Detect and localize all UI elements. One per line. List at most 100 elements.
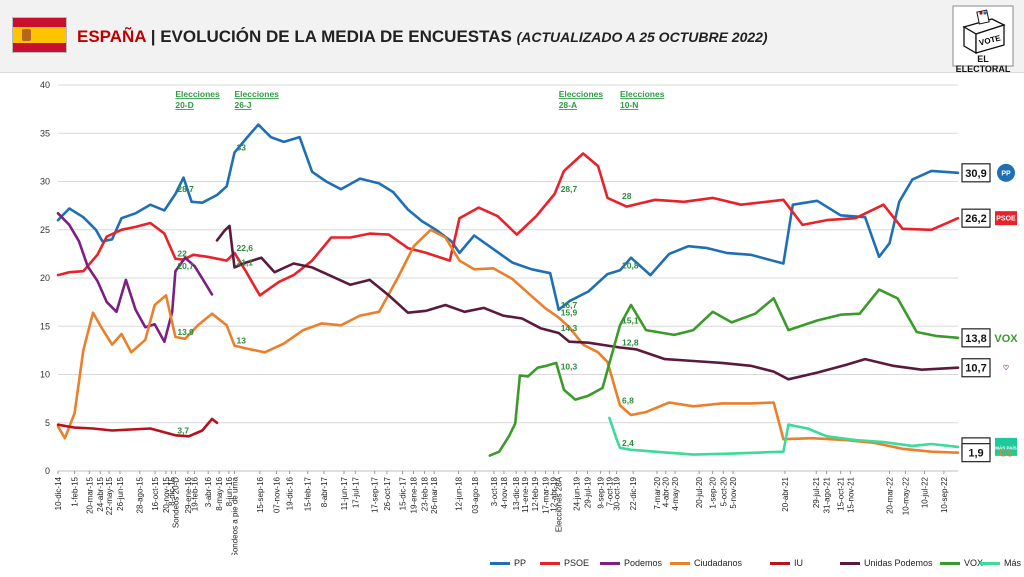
x-tick-label: 17-sep-17	[371, 476, 380, 513]
x-tick-label: 8-may-16	[215, 476, 224, 510]
x-tick-label: 20-abr-21	[781, 476, 790, 511]
spain-flag-icon	[12, 17, 67, 53]
x-tick-label: 12-abr-19	[550, 476, 559, 511]
data-label: 3,7	[177, 425, 189, 435]
header: ESPAÑA | EVOLUCIÓN DE LA MEDIA DE ENCUES…	[0, 0, 1024, 74]
x-tick-label: 9-sep-19	[597, 476, 606, 508]
x-tick-label: 10-dic-14	[54, 476, 63, 510]
data-label: 13	[236, 336, 246, 346]
legend-item: Podemos	[600, 558, 662, 568]
legend-label: VOX	[964, 558, 984, 568]
x-tick-label: 29-ene-16	[184, 476, 193, 513]
x-tick-label: 8-abr-17	[320, 476, 329, 507]
legend-item: Unidas Podemos	[840, 558, 933, 568]
data-label: 6,8	[622, 395, 634, 405]
x-tick-label: 19-feb-16	[190, 476, 199, 511]
data-label: 2,4	[622, 438, 634, 448]
election-date: 10-N	[620, 100, 638, 110]
election-title: Elecciones	[234, 89, 279, 99]
end-badge-box	[961, 328, 991, 348]
series-line-unidas-podemos	[215, 224, 960, 381]
legend-swatch	[840, 562, 860, 566]
x-tick-label: 7-oct-19	[605, 476, 614, 506]
title-separator: |	[150, 27, 156, 46]
y-tick-label: 40	[40, 80, 50, 90]
x-tick-label: 24-abr-15	[96, 476, 105, 511]
x-tick-label: 22-may-15	[105, 476, 114, 515]
election-date: 28-A	[559, 100, 577, 110]
legend-swatch	[600, 562, 620, 566]
x-tick-label: 10-may-22	[901, 476, 910, 515]
end-badge-box	[961, 358, 991, 378]
x-tick-label: Sondeos a pie de urna	[230, 476, 239, 555]
x-tick-label: 13-dic-18	[512, 476, 521, 510]
end-badge-box	[961, 208, 991, 228]
chart-subtitle: (ACTUALIZADO A 25 OCTUBRE 2022)	[516, 29, 768, 45]
x-tick-label: 07-nov-16	[272, 476, 281, 513]
party-logo-icon: VOX	[994, 333, 1018, 345]
x-tick-label: 19-dic-16	[286, 476, 295, 510]
x-tick-label: 23-feb-18	[420, 476, 429, 511]
end-badge: 30,9 PP	[961, 163, 1015, 183]
party-logo-icon: MÁS PAÍS	[995, 437, 1017, 456]
chart-legend: PP PSOE Podemos Ciudadanos IU Unidas Podemos V…	[470, 558, 1024, 574]
election-date: 26-J	[234, 100, 251, 110]
election-date: 20-D	[175, 100, 193, 110]
legend-item: IU	[770, 558, 803, 568]
x-tick-label: 11-ene-19	[521, 476, 530, 512]
y-tick-label: 0	[45, 466, 50, 476]
x-tick-label: 11-jun-17	[340, 476, 349, 510]
data-label: 28,7	[561, 184, 578, 194]
data-label: 14,3	[561, 323, 578, 333]
data-label: 22,6	[236, 243, 253, 253]
x-tick-label: 1-sep-20	[709, 476, 718, 508]
end-badge: 26,2 PSOE	[961, 208, 1017, 228]
y-tick-label: 25	[40, 225, 50, 235]
x-tick-label: 15-feb-17	[304, 476, 313, 511]
legend-label: Unidas Podemos	[864, 558, 933, 568]
party-logo-icon: ♡	[1003, 364, 1009, 372]
x-tick-label: 31-ago-21	[823, 476, 832, 513]
data-label: 12,8	[622, 337, 639, 347]
x-tick-label: 7-mar-20	[653, 476, 662, 509]
end-badge-value: 10,7	[965, 363, 986, 375]
x-tick-label: 15-sep-16	[256, 476, 265, 513]
legend-label: Ciudadanos	[694, 558, 743, 568]
legend-item: VOX	[940, 558, 983, 568]
x-tick-label: 30-oct-19	[613, 476, 622, 510]
x-tick-label: 20-mar-22	[885, 476, 894, 513]
x-tick-label: 3-abr-16	[204, 476, 213, 507]
data-label: 22	[177, 249, 187, 259]
data-label: 33	[236, 143, 246, 153]
party-logo-icon: Cs	[999, 448, 1013, 460]
legend-swatch	[770, 562, 790, 566]
legend-item: PSOE	[540, 558, 589, 568]
election-title: Elecciones	[175, 89, 220, 99]
x-tick-label: 29-jul-21	[812, 476, 821, 508]
end-badge-box	[961, 443, 991, 463]
data-label: 28,7	[177, 184, 194, 194]
chart-title: EVOLUCIÓN DE LA MEDIA DE ENCUESTAS	[160, 27, 512, 46]
x-tick-label: 22-dic-19	[629, 476, 638, 510]
end-badge: 1,9 Cs	[961, 443, 1013, 463]
legend-swatch	[540, 562, 560, 566]
end-badge-value: 13,8	[965, 333, 986, 345]
x-tick-label: 10-sep-22	[940, 476, 949, 513]
end-badge-value: 1,9	[968, 448, 983, 460]
x-tick-label: 26-oct-17	[383, 476, 392, 510]
data-label: 21,1	[236, 257, 253, 267]
series-line-ciudadanos	[56, 228, 960, 454]
election-title: Elecciones	[620, 89, 665, 99]
x-tick-label: 03-ago-18	[471, 476, 480, 513]
legend-swatch	[980, 562, 1000, 566]
x-tick-label: 20-jul-20	[695, 476, 704, 508]
series-line-iu	[56, 417, 219, 438]
x-tick-label: 4-may-20	[671, 476, 680, 510]
x-tick-label: 26-jun-15	[116, 476, 125, 510]
x-tick-label: 10-jul-22	[921, 476, 930, 508]
x-tick-label: 4-abr-20	[662, 476, 671, 507]
x-tick-label: 20-mar-15	[85, 476, 94, 513]
data-label: 20,7	[177, 261, 194, 271]
